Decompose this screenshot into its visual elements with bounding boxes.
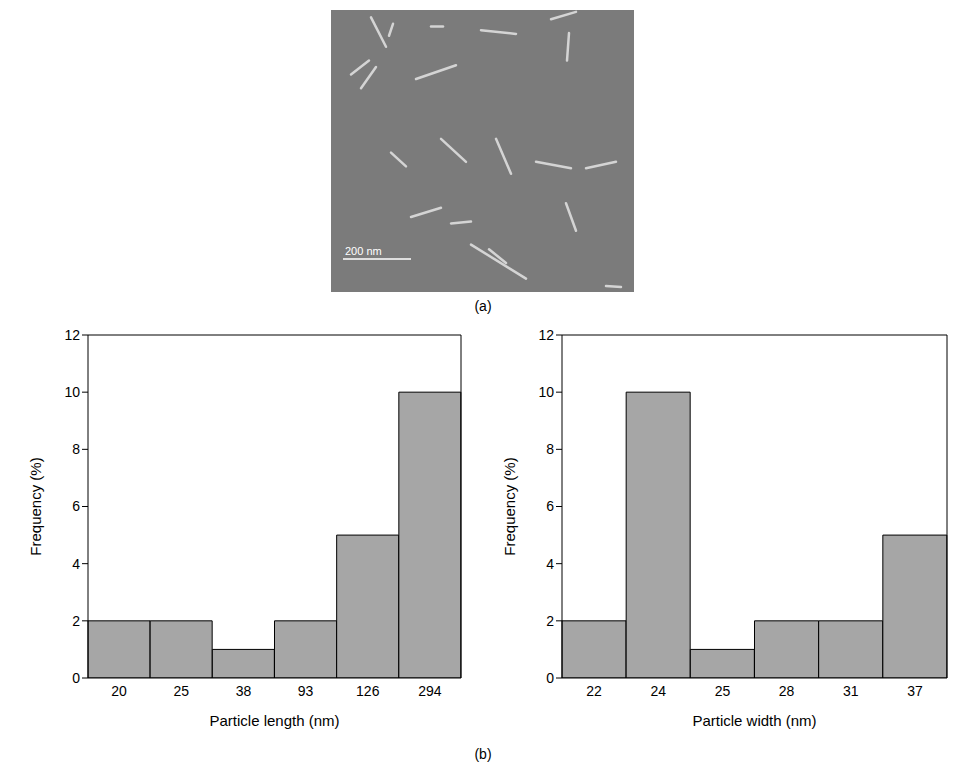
svg-text:8: 8	[72, 441, 80, 457]
svg-text:Particle length (nm): Particle length (nm)	[209, 712, 339, 729]
svg-text:31: 31	[843, 683, 859, 699]
svg-text:200 nm: 200 nm	[345, 245, 382, 257]
svg-text:Particle width (nm): Particle width (nm)	[692, 712, 816, 729]
svg-text:294: 294	[418, 683, 442, 699]
svg-text:37: 37	[907, 683, 923, 699]
svg-text:0: 0	[546, 670, 554, 686]
svg-text:10: 10	[538, 384, 554, 400]
svg-text:4: 4	[72, 556, 80, 572]
svg-text:20: 20	[111, 683, 127, 699]
svg-text:Frequency (%): Frequency (%)	[27, 457, 44, 555]
svg-text:6: 6	[546, 498, 554, 514]
svg-text:6: 6	[72, 498, 80, 514]
svg-text:4: 4	[546, 556, 554, 572]
svg-text:25: 25	[173, 683, 189, 699]
svg-text:0: 0	[72, 670, 80, 686]
svg-text:28: 28	[779, 683, 795, 699]
svg-text:24: 24	[650, 683, 666, 699]
svg-text:93: 93	[298, 683, 314, 699]
svg-text:8: 8	[546, 441, 554, 457]
svg-text:Frequency (%): Frequency (%)	[501, 457, 518, 555]
html-text:(b): (b)	[474, 746, 492, 762]
svg-text:12: 12	[538, 327, 554, 343]
svg-text:10: 10	[64, 384, 80, 400]
svg-text:25: 25	[715, 683, 731, 699]
html-text:(a): (a)	[474, 298, 492, 314]
svg-text:12: 12	[64, 327, 80, 343]
svg-text:2: 2	[546, 613, 554, 629]
svg-text:22: 22	[586, 683, 602, 699]
svg-text:2: 2	[72, 613, 80, 629]
svg-text:38: 38	[236, 683, 252, 699]
svg-text:126: 126	[356, 683, 380, 699]
